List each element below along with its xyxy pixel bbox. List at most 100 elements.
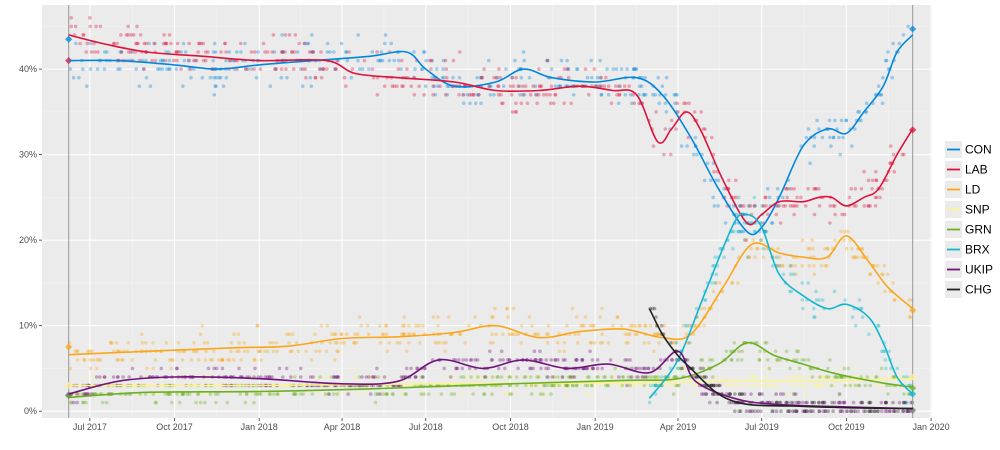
poll-dot-brx bbox=[801, 306, 805, 311]
poll-dot-lab bbox=[480, 75, 485, 80]
poll-dot-lab bbox=[396, 67, 401, 71]
poll-dot-lab bbox=[325, 67, 329, 71]
poll-dot-grn bbox=[609, 375, 614, 379]
poll-dot-con bbox=[614, 67, 619, 71]
poll-dot-ukip bbox=[311, 375, 315, 379]
poll-dot-lab bbox=[196, 50, 200, 54]
poll-dot-con bbox=[167, 50, 171, 54]
poll-dot-lab bbox=[92, 41, 96, 46]
poll-dot-ukip bbox=[856, 409, 860, 414]
poll-dot-lab bbox=[134, 41, 138, 46]
poll-dot-ld bbox=[324, 349, 329, 354]
poll-dot-ld bbox=[144, 341, 148, 345]
poll-dot-lab bbox=[583, 67, 588, 71]
poll-dot-chg bbox=[650, 306, 655, 311]
poll-dot-chg bbox=[737, 392, 742, 396]
poll-dot-ukip bbox=[111, 375, 116, 379]
poll-dot-snp bbox=[486, 375, 490, 379]
poll-dot-con bbox=[213, 84, 217, 88]
poll-dot-snp bbox=[833, 375, 838, 379]
poll-dot-lab bbox=[175, 58, 179, 63]
poll-dot-con bbox=[214, 84, 218, 88]
poll-dot-ld bbox=[893, 298, 897, 302]
poll-dot-ld bbox=[167, 358, 172, 362]
poll-dot-lab bbox=[618, 84, 622, 88]
poll-dot-ukip bbox=[382, 375, 387, 379]
poll-dot-ld bbox=[407, 323, 411, 328]
poll-dot-lab bbox=[458, 50, 462, 54]
poll-dot-chg bbox=[701, 366, 705, 371]
poll-dot-brx bbox=[812, 315, 816, 319]
poll-dot-lab bbox=[870, 187, 874, 191]
poll-dot-lab bbox=[291, 67, 296, 71]
poll-dot-con bbox=[285, 75, 289, 80]
poll-dot-ld bbox=[87, 349, 92, 354]
poll-dot-lab bbox=[279, 50, 284, 54]
poll-dot-lab bbox=[81, 33, 86, 37]
poll-dot-lab bbox=[477, 93, 481, 97]
poll-dot-ld bbox=[202, 341, 206, 345]
poll-dot-lab bbox=[535, 101, 539, 106]
poll-dot-ukip bbox=[370, 375, 375, 379]
poll-dot-grn bbox=[168, 392, 173, 396]
poll-dot-ukip bbox=[332, 375, 336, 379]
poll-dot-con bbox=[217, 75, 221, 80]
poll-dot-grn bbox=[626, 375, 631, 379]
poll-dot-ld bbox=[332, 332, 337, 337]
poll-dot-snp bbox=[537, 383, 541, 388]
poll-dot-snp bbox=[570, 375, 575, 379]
poll-dot-ukip bbox=[544, 358, 548, 362]
poll-dot-con bbox=[227, 50, 232, 54]
poll-dot-ld bbox=[628, 323, 633, 328]
poll-dot-con bbox=[219, 75, 223, 80]
poll-dot-ld bbox=[860, 246, 864, 251]
poll-dot-lab bbox=[862, 169, 866, 174]
poll-dot-ld bbox=[378, 341, 383, 345]
poll-dot-con bbox=[673, 101, 677, 106]
poll-dot-ld bbox=[557, 349, 562, 354]
poll-dot-con bbox=[88, 67, 93, 71]
poll-dot-snp bbox=[383, 375, 388, 379]
poll-dot-grn bbox=[459, 375, 463, 379]
poll-dot-ukip bbox=[771, 409, 775, 414]
poll-dot-lab bbox=[791, 204, 795, 208]
poll-dot-snp bbox=[618, 383, 623, 388]
poll-dot-ld bbox=[352, 341, 357, 345]
poll-dot-ukip bbox=[879, 400, 884, 405]
poll-dot-ld bbox=[75, 349, 80, 354]
poll-dot-brx bbox=[832, 289, 837, 294]
poll-dot-con bbox=[168, 67, 172, 71]
poll-dot-lab bbox=[900, 152, 905, 157]
poll-dot-con bbox=[553, 84, 558, 88]
poll-dot-con bbox=[619, 67, 624, 71]
poll-dot-con bbox=[657, 101, 661, 106]
poll-dot-brx bbox=[850, 315, 855, 319]
poll-dot-ld bbox=[628, 332, 632, 337]
poll-dot-con bbox=[881, 75, 885, 80]
poll-dot-grn bbox=[69, 400, 73, 405]
poll-dot-grn bbox=[552, 383, 557, 388]
poll-dot-lab bbox=[738, 204, 742, 208]
poll-dot-ld bbox=[407, 341, 411, 345]
poll-dot-chg bbox=[831, 409, 835, 414]
poll-dot-grn bbox=[826, 366, 830, 371]
poll-dot-con bbox=[760, 204, 765, 208]
poll-dot-ukip bbox=[127, 375, 131, 379]
poll-dot-snp bbox=[709, 383, 713, 388]
poll-dot-chg bbox=[893, 409, 897, 414]
poll-dot-con bbox=[839, 118, 844, 123]
poll-dot-snp bbox=[750, 375, 754, 379]
result-marker-con bbox=[65, 35, 73, 43]
poll-dot-brx bbox=[817, 298, 821, 302]
poll-dot-con bbox=[299, 67, 303, 71]
poll-dot-con bbox=[663, 101, 668, 106]
poll-dot-snp bbox=[90, 375, 95, 379]
poll-dot-ukip bbox=[454, 366, 458, 371]
poll-dot-lab bbox=[84, 50, 88, 54]
poll-dot-snp bbox=[605, 383, 610, 388]
poll-dot-snp bbox=[530, 383, 535, 388]
poll-dot-brx bbox=[884, 366, 888, 371]
poll-dot-chg bbox=[901, 400, 906, 405]
poll-dot-ld bbox=[205, 341, 210, 345]
poll-dot-ukip bbox=[453, 358, 458, 362]
